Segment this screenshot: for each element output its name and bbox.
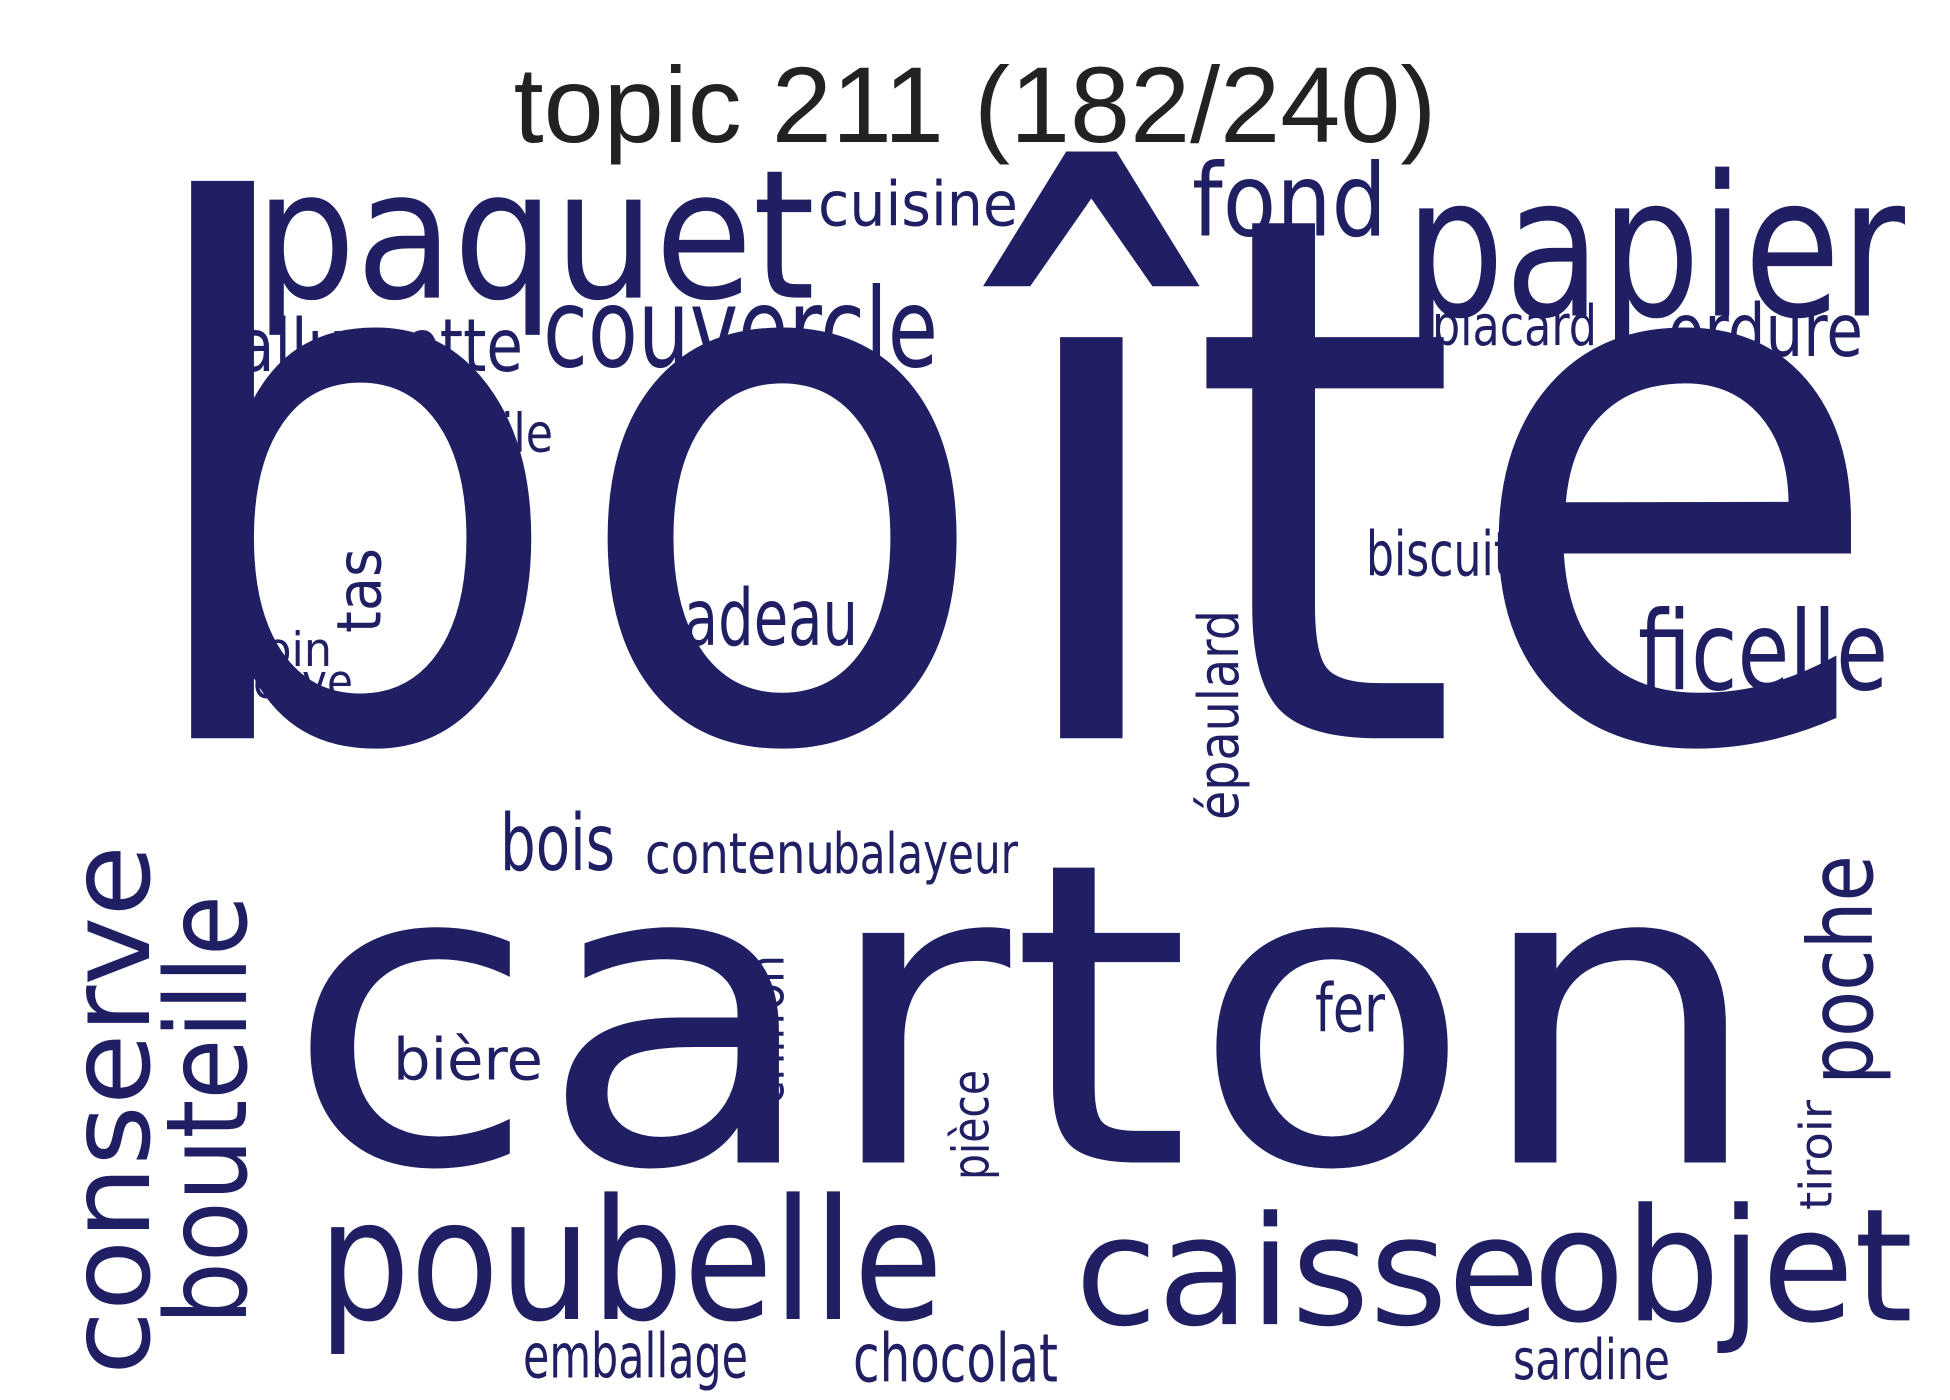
cloud-word: tas bbox=[323, 548, 395, 633]
cloud-word: tiroir bbox=[1789, 1099, 1842, 1210]
cloud-word: poche bbox=[1790, 855, 1894, 1085]
cloud-word: boîte bbox=[128, 58, 1888, 912]
cloud-word: paquet bbox=[255, 133, 815, 341]
cloud-word: poubelle bbox=[318, 1163, 943, 1359]
cloud-word: fer bbox=[1315, 970, 1385, 1048]
cloud-word: conserve bbox=[46, 845, 176, 1375]
cloud-word: biscuit bbox=[1366, 518, 1511, 590]
cloud-word: épaulard bbox=[1187, 610, 1252, 820]
cloud-word: placard bbox=[1432, 294, 1597, 359]
cloud-word: pièce bbox=[942, 1070, 1001, 1180]
cloud-word: allumette bbox=[238, 304, 523, 389]
cloud-word: bière bbox=[393, 1026, 543, 1094]
cloud-word: papier bbox=[1405, 135, 1905, 363]
cloud-word: bois bbox=[500, 798, 615, 889]
cloud-word: emballage bbox=[523, 1320, 748, 1392]
cloud-word: coin bbox=[240, 623, 332, 678]
cloud-word: caisse bbox=[1075, 1184, 1540, 1360]
cloud-word: bouteille bbox=[143, 895, 273, 1325]
cloud-word: cuisine bbox=[818, 168, 1018, 240]
cloud-word: couvercle bbox=[543, 264, 938, 392]
cloud-word: cadeau bbox=[653, 573, 858, 664]
cloud-word: carton bbox=[285, 774, 1765, 1263]
cloud-word: ordure bbox=[1668, 289, 1863, 374]
figure-title: topic 211 (182/240) bbox=[513, 44, 1437, 165]
cloud-word: fond bbox=[1192, 141, 1387, 259]
cloud-word: balayeur bbox=[833, 822, 1019, 887]
cloud-word: chocolat bbox=[853, 1320, 1058, 1398]
cloud-word: sardine bbox=[1513, 1328, 1670, 1393]
cloud-word: objet bbox=[1533, 1174, 1913, 1357]
cloud-word: contenu bbox=[645, 822, 835, 887]
cloud-word: ficelle bbox=[1638, 587, 1888, 715]
cloud-word: cave bbox=[253, 655, 353, 710]
cloud-word: pile bbox=[473, 401, 553, 464]
cloud-word: chiffon bbox=[737, 955, 796, 1105]
